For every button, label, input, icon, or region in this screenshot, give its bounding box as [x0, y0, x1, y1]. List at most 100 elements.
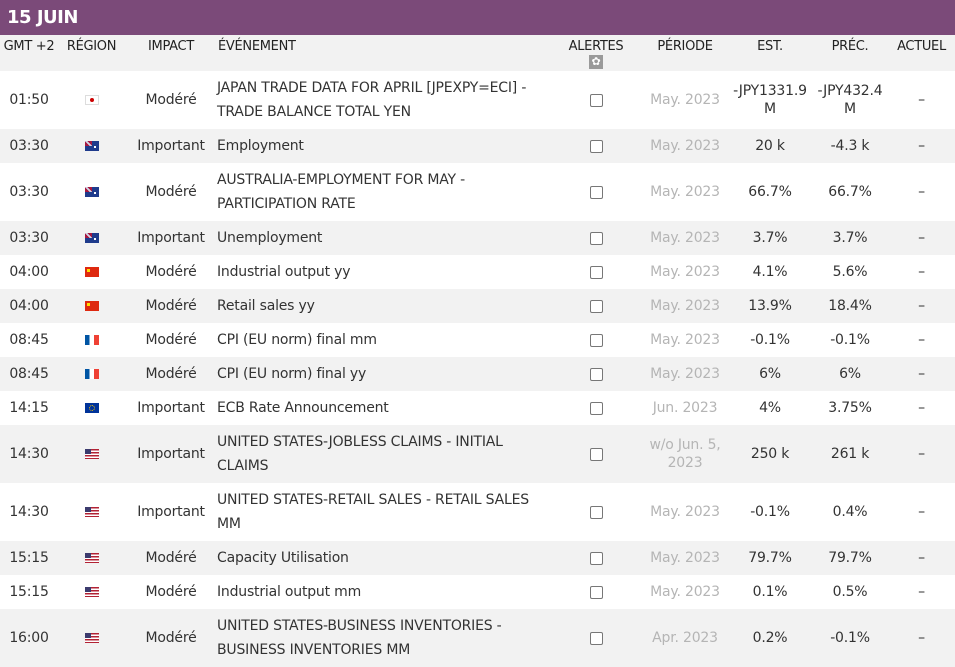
table-row[interactable]: 14:30 Important UNITED STATES-JOBLESS CLAI… [0, 425, 955, 483]
table-row[interactable]: 01:50 Modéré JAPAN TRADE DATA FOR APRIL [J… [0, 71, 955, 129]
column-header-actual: ACTUEL [888, 35, 955, 71]
event-period: May. 2023 [650, 584, 720, 600]
event-estimate: 13.9% [728, 289, 812, 323]
event-alert-cell [550, 71, 642, 129]
event-time: 08:45 [9, 332, 49, 348]
event-title[interactable]: UNITED STATES-JOBLESS CLAIMS - INITIAL C… [217, 425, 550, 483]
event-impact: Modéré [125, 609, 217, 667]
event-period: May. 2023 [650, 264, 720, 280]
alert-checkbox[interactable] [589, 93, 603, 107]
event-alert-cell [550, 575, 642, 609]
alert-checkbox[interactable] [589, 447, 603, 461]
event-title[interactable]: JAPAN TRADE DATA FOR APRIL [JPEXPY=ECI] … [217, 80, 527, 120]
table-row[interactable]: 08:45 Modéré CPI (EU norm) final mm May. 20… [0, 323, 955, 357]
event-period: May. 2023 [642, 221, 728, 255]
event-actual: – [918, 332, 925, 348]
event-title[interactable]: Unemployment [217, 221, 550, 255]
event-alert-cell [550, 391, 642, 425]
alert-checkbox[interactable] [589, 401, 603, 415]
alert-checkbox[interactable] [589, 265, 603, 279]
table-row[interactable]: 03:30 Important Unemployment May. 2023 3.7% 3… [0, 221, 955, 255]
event-actual: – [888, 357, 955, 391]
event-previous: 0.5% [832, 584, 868, 600]
event-title[interactable]: Employment [217, 129, 550, 163]
column-header-est: EST. [728, 35, 812, 71]
event-previous: 5.6% [832, 264, 868, 280]
flag-us-icon [84, 587, 99, 597]
event-estimate: 0.2% [728, 609, 812, 667]
column-header-alerts-label: ALERTES [568, 39, 624, 54]
event-title[interactable]: ECB Rate Announcement [217, 400, 389, 416]
event-title[interactable]: Retail sales yy [217, 289, 550, 323]
table-row[interactable]: 14:30 Important UNITED STATES-RETAIL SALES… [0, 483, 955, 541]
event-period: May. 2023 [642, 289, 728, 323]
alert-checkbox[interactable] [589, 333, 603, 347]
table-row[interactable]: 15:15 Modéré Industrial output mm May. 2023… [0, 575, 955, 609]
event-impact: Important [137, 400, 205, 416]
event-alert-cell [550, 163, 642, 221]
event-previous: -0.1% [812, 609, 888, 667]
flag-fr-icon [84, 335, 99, 345]
economic-calendar-table: GMT +2 RÉGION IMPACT ÉVÉNEMENT ALERTES ✿… [0, 35, 955, 667]
alert-checkbox[interactable] [589, 231, 603, 245]
gear-icon[interactable]: ✿ [589, 55, 603, 69]
alert-checkbox[interactable] [589, 139, 603, 153]
event-title[interactable]: AUSTRALIA-EMPLOYMENT FOR MAY - PARTICIPA… [217, 172, 465, 212]
event-previous: 3.7% [812, 221, 888, 255]
alert-checkbox[interactable] [589, 551, 603, 565]
event-title[interactable]: CPI (EU norm) final mm [217, 332, 377, 348]
event-region [58, 255, 125, 289]
event-region [58, 541, 125, 575]
table-row[interactable]: 08:45 Modéré CPI (EU norm) final yy May. 20… [0, 357, 955, 391]
alert-checkbox[interactable] [589, 585, 603, 599]
event-period: May. 2023 [650, 184, 720, 200]
column-header-impact: IMPACT [125, 35, 217, 71]
event-title[interactable]: UNITED STATES-BUSINESS INVENTORIES - BUS… [217, 609, 550, 667]
event-impact: Modéré [125, 289, 217, 323]
table-row[interactable]: 04:00 Modéré Retail sales yy May. 2023 13.9%… [0, 289, 955, 323]
alert-checkbox[interactable] [589, 185, 603, 199]
event-title[interactable]: UNITED STATES-RETAIL SALES - RETAIL SALE… [217, 492, 529, 532]
event-region [58, 357, 125, 391]
event-alert-cell [550, 289, 642, 323]
flag-jp-icon [84, 95, 99, 105]
event-impact: Important [125, 129, 217, 163]
event-title[interactable]: Capacity Utilisation [217, 541, 550, 575]
event-estimate: 0.1% [752, 584, 788, 600]
event-impact: Modéré [145, 264, 197, 280]
event-previous: 261 k [812, 425, 888, 483]
event-impact: Important [137, 504, 205, 520]
event-impact: Modéré [145, 332, 197, 348]
event-actual: – [918, 400, 925, 416]
event-previous: 0.4% [832, 504, 868, 520]
event-period: Apr. 2023 [642, 609, 728, 667]
table-row[interactable]: 03:30 Important Employment May. 2023 20 k -4.… [0, 129, 955, 163]
event-region [58, 391, 125, 425]
alert-checkbox[interactable] [589, 367, 603, 381]
date-header: 15 JUIN [0, 0, 955, 35]
event-region [58, 129, 125, 163]
event-title[interactable]: Industrial output mm [217, 584, 362, 600]
event-estimate: -JPY1331.9 M [733, 83, 807, 117]
alert-checkbox[interactable] [589, 505, 603, 519]
event-estimate: 4% [759, 400, 781, 416]
event-alert-cell [550, 221, 642, 255]
alert-checkbox[interactable] [589, 631, 603, 645]
table-row[interactable]: 04:00 Modéré Industrial output yy May. 2023… [0, 255, 955, 289]
table-row[interactable]: 15:15 Modéré Capacity Utilisation May. 2023… [0, 541, 955, 575]
event-title[interactable]: CPI (EU norm) final yy [217, 357, 550, 391]
event-impact: Modéré [145, 184, 197, 200]
table-row[interactable]: 03:30 Modéré AUSTRALIA-EMPLOYMENT FOR MAY … [0, 163, 955, 221]
event-alert-cell [550, 357, 642, 391]
table-row[interactable]: 16:00 Modéré UNITED STATES-BUSINESS INVENT… [0, 609, 955, 667]
column-header-gmt: GMT +2 [0, 35, 58, 71]
flag-fr-icon [84, 369, 99, 379]
alert-checkbox[interactable] [589, 299, 603, 313]
event-time: 04:00 [0, 289, 58, 323]
event-impact: Modéré [125, 541, 217, 575]
column-header-period: PÉRIODE [642, 35, 728, 71]
table-row[interactable]: 14:15 Important ECB Rate Announcement Jun. … [0, 391, 955, 425]
event-time: 15:15 [0, 541, 58, 575]
event-time: 14:30 [0, 425, 58, 483]
event-title[interactable]: Industrial output yy [217, 264, 351, 280]
